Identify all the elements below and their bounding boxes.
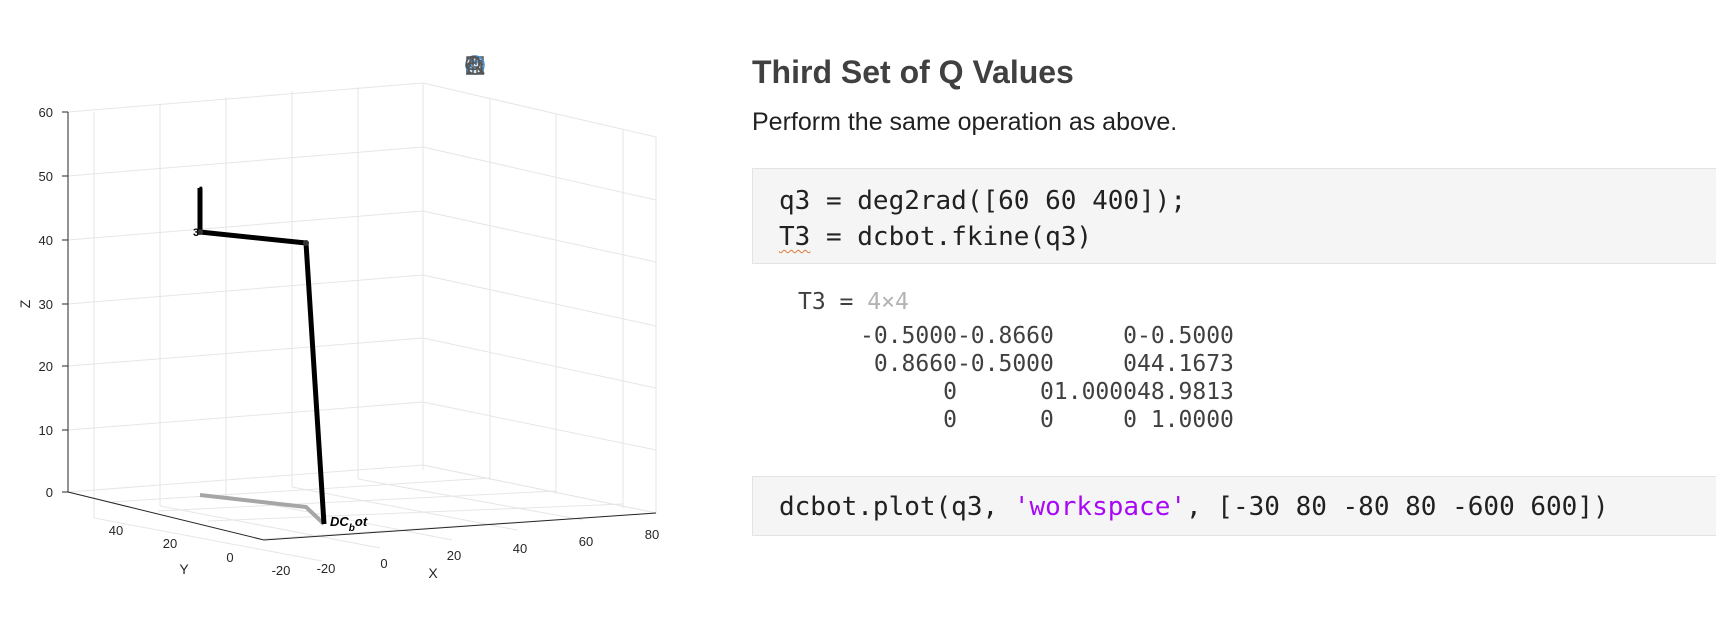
plot-3d-axes[interactable]: 0 10 20 30 40 50 60 Z 40 20 0 -20 Y -20 … [0,0,700,642]
code-cell[interactable]: q3 = deg2rad([60 60 400]); T3 = dcbot.fk… [752,168,1716,264]
axes-toolbar [464,54,651,80]
end-effector-marker: - [199,181,203,193]
joint-label: 3 [193,227,199,239]
figure-window[interactable]: 0 10 20 30 40 50 60 Z 40 20 0 -20 Y -20 … [0,0,700,642]
robot-name-label: DCbot [330,514,368,534]
zoom-in-icon[interactable] [465,54,597,80]
y-tick-label: 40 [109,523,123,538]
string-literal: 'workspace' [1013,492,1186,522]
x-tick-label: 80 [645,527,659,542]
code-line[interactable]: dcbot.plot(q3, 'workspace', [-30 80 -80 … [779,489,1716,525]
x-tick-label: 40 [513,541,527,556]
matrix-cell: 1.0000 [1053,379,1137,405]
output-dimensions: 4×4 [867,289,909,315]
y-axis-ticks: 40 20 0 -20 Y [109,523,291,578]
section-text: Perform the same operation as above. [752,108,1178,136]
code-cell[interactable]: dcbot.plot(q3, 'workspace', [-30 80 -80 … [752,476,1716,536]
z-axis-label: Z [17,299,33,308]
x-axis-ticks: -20 0 20 40 60 80 X [317,527,660,581]
pan-hand-icon[interactable] [465,54,570,80]
code-output: T3 = 4×4 -0.5000 -0.8660 0 -0.5000 0.866… [798,286,1234,433]
robot-shadow [199,493,326,526]
y-tick-label: -20 [272,563,291,578]
z-tick-label: 0 [46,485,53,500]
matrix-cell: -0.5000 [956,351,1054,377]
matrix-row: 0 0 0 1.0000 [860,406,1234,434]
zoom-out-icon[interactable] [465,54,624,80]
z-tick-label: 10 [39,423,53,438]
code-text: dcbot.plot(q3, [779,492,1014,522]
axis-lines [67,112,657,541]
matrix-cell: 48.9813 [1136,379,1234,405]
code-text: = dcbot.fkine(q3) [810,222,1093,252]
matrix-cell: 0 [1123,351,1137,377]
code-line[interactable]: q3 = deg2rad([60 60 400]); [779,186,1186,216]
x-axis-label: X [428,565,438,581]
x-tick-label: -20 [317,561,336,576]
matrix-cell: 0 [1040,407,1054,433]
matrix-row: 0 0 1.0000 48.9813 [860,378,1234,406]
output-matrix: -0.5000 -0.8660 0 -0.5000 0.8660 -0.5000… [860,322,1234,434]
matrix-row: 0.8660 -0.5000 0 44.1673 [860,350,1234,378]
warning-underlined-variable[interactable]: T3 [779,222,811,252]
matrix-cell: 0.8660 [873,351,957,377]
matrix-cell: 0 [1123,407,1137,433]
z-tick-label: 60 [39,105,53,120]
matrix-cell: -0.5000 [1136,323,1234,349]
code-text: , [-30 80 -80 80 -600 600]) [1186,492,1609,522]
robot-joint [197,229,203,235]
z-tick-label: 40 [39,233,53,248]
x-tick-label: 0 [380,556,387,571]
robot-arm[interactable]: 3 - [193,181,327,525]
matrix-cell: 0 [1040,379,1054,405]
matrix-cell: 0 [943,407,957,433]
z-tick-label: 50 [39,169,53,184]
matrix-cell: -0.8660 [956,323,1054,349]
z-tick-label: 30 [39,297,53,312]
matrix-cell: 0 [1123,323,1137,349]
matrix-cell: 44.1673 [1136,351,1234,377]
code-line[interactable]: T3 = dcbot.fkine(q3) [779,219,1716,255]
home-icon[interactable] [466,54,651,80]
z-axis-ticks: 0 10 20 30 40 50 60 Z [17,105,68,500]
data-tips-icon[interactable] [466,54,516,80]
matrix-row: -0.5000 -0.8660 0 -0.5000 [860,322,1234,350]
output-variable: T3 = [798,289,868,315]
matrix-cell: 0 [943,379,957,405]
matrix-cell: 1.0000 [1150,407,1234,433]
y-axis-label: Y [179,561,189,577]
section-title: Third Set of Q Values [752,54,1074,90]
matrix-cell: -0.5000 [860,323,957,349]
x-tick-label: 60 [579,534,593,549]
y-tick-label: 0 [226,550,233,565]
grid-lines [67,82,657,562]
robot-joint [303,240,309,246]
robot-links[interactable] [197,188,327,525]
live-script-panel: Third Set of Q Values Perform the same o… [752,0,1716,642]
y-tick-label: 20 [163,536,177,551]
x-tick-label: 20 [447,548,461,563]
rotate-3d-icon[interactable] [465,54,543,80]
z-tick-label: 20 [39,359,53,374]
